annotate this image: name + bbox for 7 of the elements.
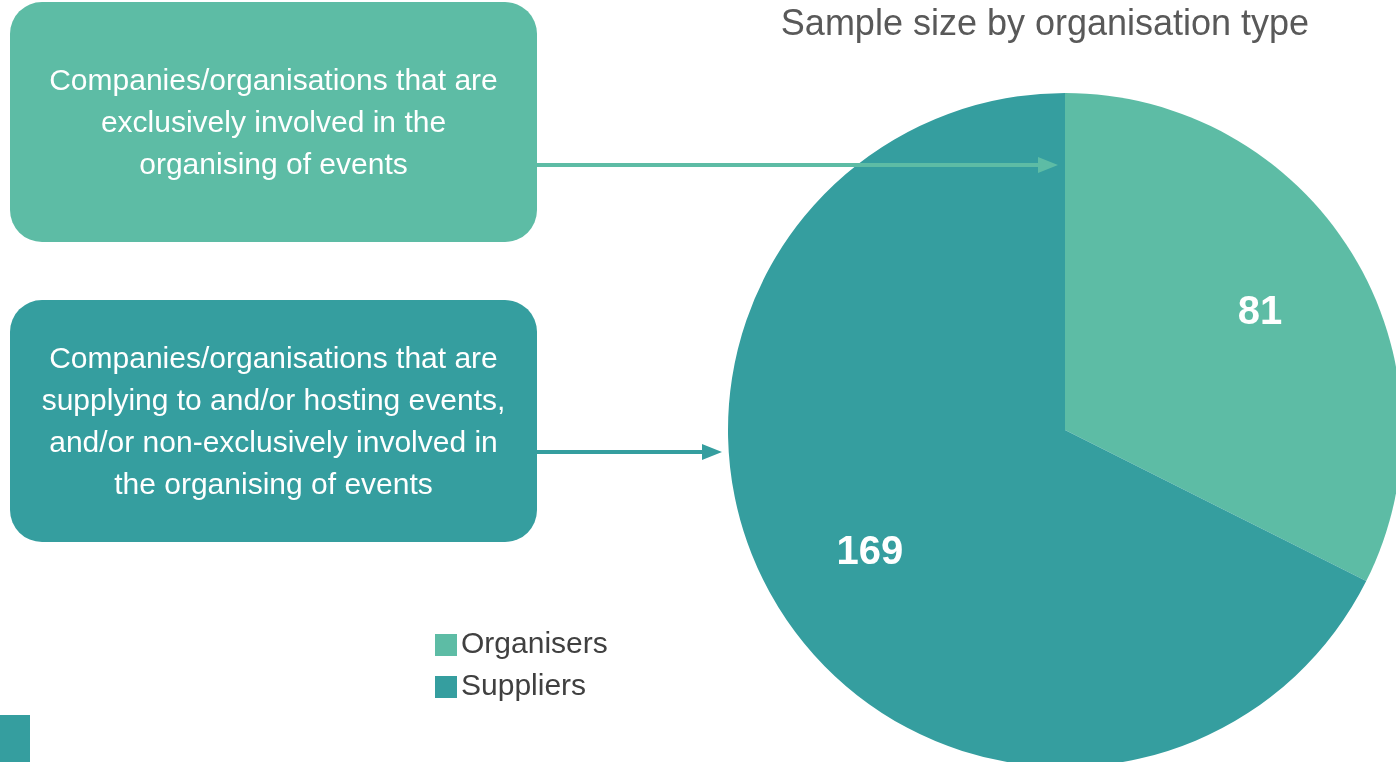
data-label: 81 <box>1237 287 1283 332</box>
text: Companies/organisations that are exclusively involved in the organising of events <box>48 62 499 182</box>
data-label: 169 <box>836 528 904 573</box>
legend-label: Suppliers <box>461 668 587 701</box>
text: Companies/organisations that are supplying to and/or hosting events, and/or non-exclusively involved in the organising of events <box>40 340 507 502</box>
legend-label: Organisers <box>461 626 608 659</box>
chart-title: Sample size by organisation type <box>779 2 1311 44</box>
